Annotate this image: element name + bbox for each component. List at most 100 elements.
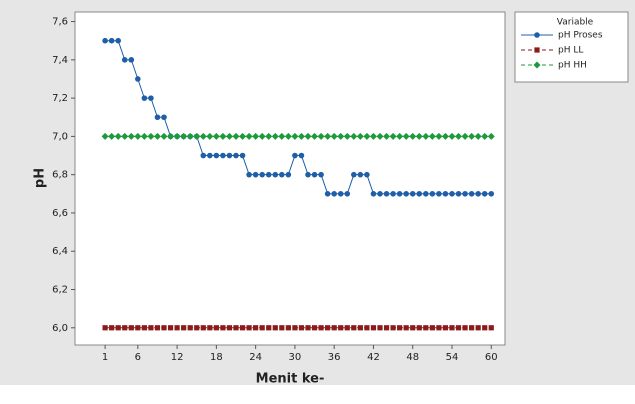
x-tick-label: 12 <box>171 352 184 363</box>
point <box>461 132 469 140</box>
point <box>338 325 344 331</box>
point <box>311 325 318 331</box>
point <box>423 325 429 331</box>
point <box>199 132 207 140</box>
point <box>429 191 436 197</box>
point <box>278 132 286 140</box>
point <box>135 325 141 331</box>
point <box>194 325 200 331</box>
point <box>377 325 383 331</box>
point <box>141 325 147 331</box>
point <box>364 325 370 331</box>
point <box>481 191 488 197</box>
point <box>246 171 252 178</box>
point <box>298 325 305 331</box>
point <box>220 152 226 159</box>
y-tick-label: 6,2 <box>52 285 68 296</box>
legend-marker <box>534 32 540 38</box>
point <box>225 132 233 140</box>
point <box>376 132 384 140</box>
point <box>148 95 154 101</box>
legend <box>514 11 629 83</box>
point <box>134 132 142 140</box>
point <box>173 132 181 140</box>
point <box>311 171 318 178</box>
point <box>397 325 403 331</box>
point <box>441 132 449 140</box>
y-tick-label: 6,4 <box>52 246 68 257</box>
point <box>252 171 259 178</box>
point <box>304 132 312 140</box>
point <box>305 171 311 178</box>
point <box>325 325 331 331</box>
point <box>108 37 115 44</box>
point <box>279 325 285 331</box>
point <box>160 132 168 140</box>
point <box>220 325 226 331</box>
legend-marker <box>534 47 540 53</box>
point <box>200 152 207 159</box>
point <box>206 132 214 140</box>
point <box>318 171 324 178</box>
point <box>324 191 331 197</box>
y-axis-label: pH <box>33 168 48 188</box>
point <box>389 132 397 140</box>
point <box>258 132 266 140</box>
point <box>330 132 338 140</box>
point <box>154 325 161 331</box>
point <box>449 325 455 331</box>
y-tick-label: 7,0 <box>52 131 68 142</box>
point <box>121 57 128 63</box>
point <box>317 132 325 140</box>
x-tick-label: 54 <box>446 352 459 363</box>
point <box>344 325 350 331</box>
point <box>115 37 121 44</box>
point <box>259 325 265 331</box>
point <box>422 132 430 140</box>
point <box>396 132 404 140</box>
point <box>357 325 363 331</box>
y-tick-label: 7,2 <box>52 93 68 104</box>
point <box>148 325 154 331</box>
y-tick-label: 7,6 <box>52 17 68 28</box>
point <box>369 132 377 140</box>
point <box>402 132 410 140</box>
point <box>390 191 396 197</box>
point <box>390 325 396 331</box>
point <box>115 325 121 331</box>
point <box>161 114 167 121</box>
x-tick-label: 48 <box>406 352 419 363</box>
point <box>383 325 390 331</box>
point <box>167 132 175 140</box>
point <box>356 132 364 140</box>
y-tick-label: 6,8 <box>52 170 68 181</box>
x-tick-label: 18 <box>210 352 223 363</box>
point <box>187 325 193 331</box>
point <box>122 325 128 331</box>
point <box>435 132 443 140</box>
point <box>357 171 364 178</box>
x-axis-label: Menit ke- <box>256 372 325 387</box>
point <box>442 191 449 197</box>
point <box>292 325 298 331</box>
point <box>331 325 337 331</box>
point <box>462 191 468 197</box>
point <box>383 132 391 140</box>
x-tick-label: 6 <box>135 352 141 363</box>
point <box>207 325 213 331</box>
point <box>469 325 475 331</box>
point <box>114 132 122 140</box>
point <box>415 132 423 140</box>
point <box>416 325 422 331</box>
point <box>344 191 351 197</box>
point <box>233 152 239 159</box>
point <box>147 132 155 140</box>
point <box>350 132 358 140</box>
point <box>128 325 134 331</box>
point <box>455 191 462 197</box>
legend-label: pH HH <box>558 61 587 71</box>
point <box>180 132 188 140</box>
point <box>487 132 495 140</box>
point <box>416 191 423 197</box>
point <box>272 325 278 331</box>
